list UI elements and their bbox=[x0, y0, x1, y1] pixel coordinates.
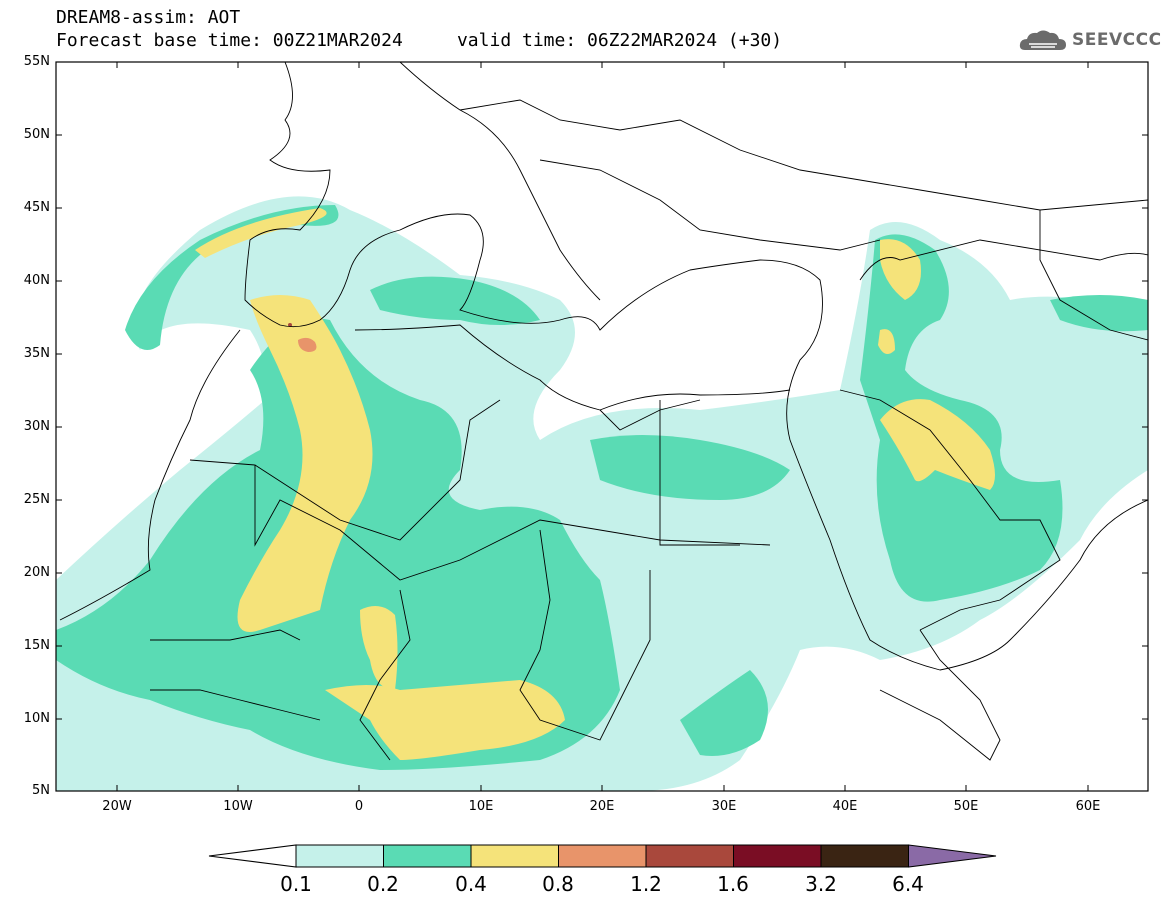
seevccc-logo-text: SEEVCCC bbox=[1072, 30, 1162, 50]
lat-ticks bbox=[56, 61, 1148, 720]
map-title: DREAM8-assim: AOT bbox=[56, 7, 241, 28]
lat-label-30n: 30N bbox=[23, 419, 50, 434]
lon-ticks bbox=[116, 62, 1089, 791]
colorbar-label: 0.1 bbox=[280, 872, 312, 896]
lon-label-60e: 60E bbox=[1075, 799, 1101, 814]
colorbar-label: 0.8 bbox=[542, 872, 574, 896]
colorbar-label: 0.2 bbox=[367, 872, 399, 896]
cloud-logo-icon bbox=[1019, 30, 1066, 50]
lat-label-55n: 55N bbox=[23, 54, 50, 69]
lat-label-10n: 10N bbox=[23, 711, 50, 726]
colorbar-label: 6.4 bbox=[892, 872, 924, 896]
lat-label-50n: 50N bbox=[23, 127, 50, 142]
lon-label-10w: 10W bbox=[223, 799, 253, 814]
colorbar-label: 1.6 bbox=[717, 872, 749, 896]
colorbar-label: 0.4 bbox=[455, 872, 487, 896]
lon-label-50e: 50E bbox=[953, 799, 979, 814]
lat-label-35n: 35N bbox=[23, 346, 50, 361]
lat-label-20n: 20N bbox=[23, 565, 50, 580]
lon-label-30e: 30E bbox=[711, 799, 737, 814]
lon-label-0: 0 bbox=[354, 799, 364, 814]
lat-label-25n: 25N bbox=[23, 492, 50, 507]
aot-level-0.8 bbox=[298, 337, 317, 352]
lon-label-20e: 20E bbox=[589, 799, 615, 814]
aot-level-1.2 bbox=[288, 323, 292, 327]
lat-label-5n: 5N bbox=[32, 783, 50, 798]
aot-level-0.4 bbox=[195, 208, 995, 760]
lon-label-40e: 40E bbox=[832, 799, 858, 814]
forecast-time-subtitle: Forecast base time: 00Z21MAR2024 valid t… bbox=[56, 30, 783, 51]
coastlines-borders bbox=[59, 62, 1148, 761]
lat-label-15n: 15N bbox=[23, 638, 50, 653]
colorbar-label: 1.2 bbox=[630, 872, 662, 896]
colorbar-label: 3.2 bbox=[805, 872, 837, 896]
lon-label-10e: 10E bbox=[468, 799, 494, 814]
lat-label-40n: 40N bbox=[23, 273, 50, 288]
lat-label-45n: 45N bbox=[23, 200, 50, 215]
lon-label-20w: 20W bbox=[102, 799, 132, 814]
